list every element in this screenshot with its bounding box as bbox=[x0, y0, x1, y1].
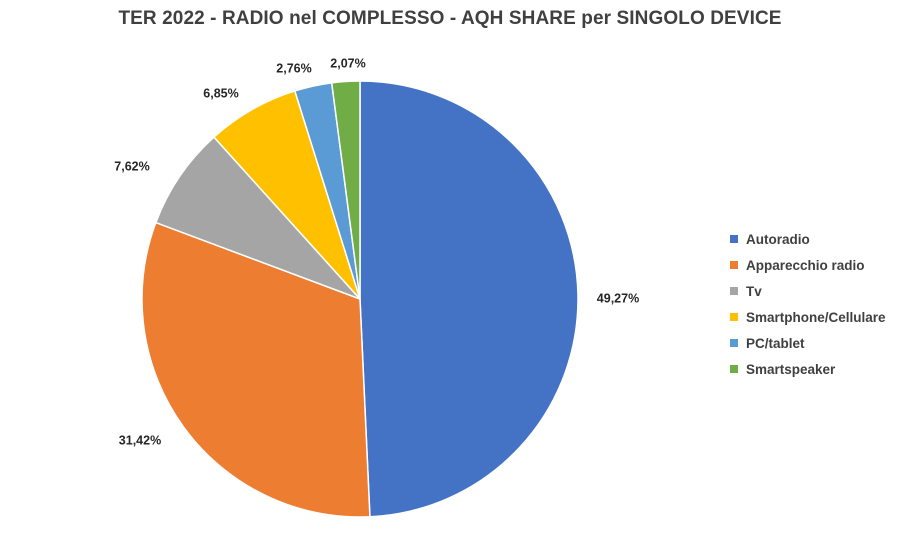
legend-label: Smartspeaker bbox=[746, 361, 836, 377]
legend-swatch bbox=[730, 235, 738, 243]
legend-label: PC/tablet bbox=[746, 335, 805, 351]
data-label: 2,07% bbox=[330, 56, 365, 70]
legend-label: Autoradio bbox=[746, 231, 810, 247]
legend-label: Tv bbox=[746, 283, 762, 299]
legend-swatch bbox=[730, 313, 738, 321]
legend-item: Smartspeaker bbox=[730, 356, 886, 382]
pie-slice-tv bbox=[154, 136, 361, 300]
pie-slice-smartspeaker bbox=[330, 80, 361, 300]
pie-slice-apparecchio-radio bbox=[141, 221, 371, 518]
legend-item: Tv bbox=[730, 278, 886, 304]
legend-swatch bbox=[730, 287, 738, 295]
legend-item: Autoradio bbox=[730, 226, 886, 252]
data-label: 49,27% bbox=[597, 291, 639, 305]
legend-label: Smartphone/Cellulare bbox=[746, 309, 886, 325]
data-label: 6,85% bbox=[203, 86, 238, 100]
data-label: 31,42% bbox=[119, 433, 161, 447]
legend-item: Apparecchio radio bbox=[730, 252, 886, 278]
legend: Autoradio Apparecchio radio Tv Smartphone/C… bbox=[730, 226, 886, 382]
data-label: 2,76% bbox=[276, 61, 311, 75]
legend-item: Smartphone/Cellulare bbox=[730, 304, 886, 330]
legend-swatch bbox=[730, 365, 738, 373]
legend-swatch bbox=[730, 261, 738, 269]
legend-item: PC/tablet bbox=[730, 330, 886, 356]
pie-slice-autoradio bbox=[359, 80, 579, 518]
legend-label: Apparecchio radio bbox=[746, 257, 865, 273]
data-label: 7,62% bbox=[114, 159, 149, 173]
chart-title: TER 2022 - RADIO nel COMPLESSO - AQH SHA… bbox=[118, 8, 782, 29]
legend-swatch bbox=[730, 339, 738, 347]
